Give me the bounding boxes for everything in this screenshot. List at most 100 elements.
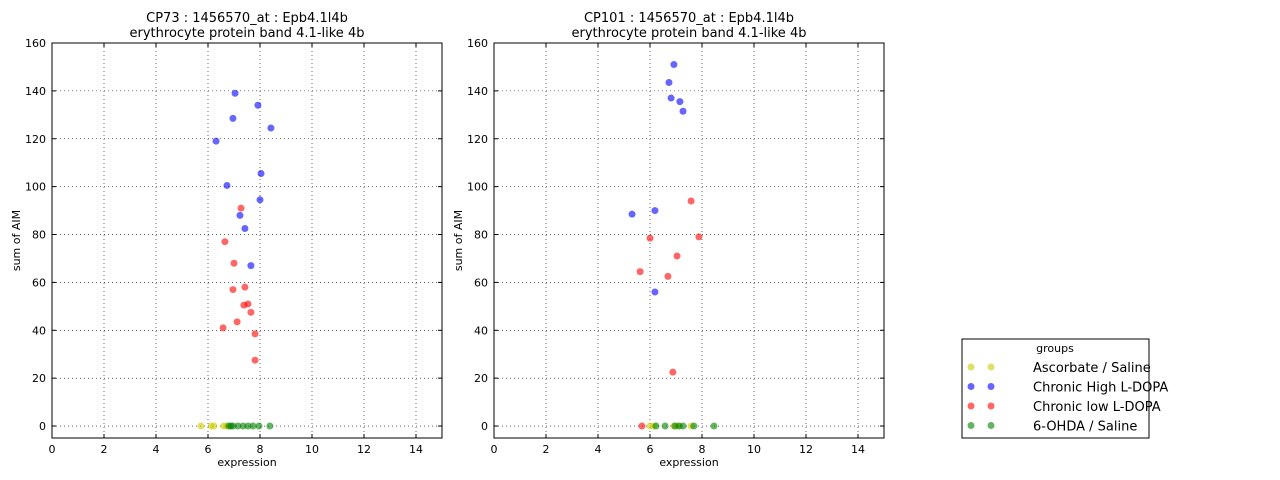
legend-label: Chronic low L-DOPA bbox=[1033, 400, 1161, 415]
y-tick-label: 80 bbox=[474, 229, 488, 242]
legend-title: groups bbox=[1036, 342, 1074, 355]
y-tick-label: 40 bbox=[474, 324, 488, 337]
y-tick-label: 80 bbox=[32, 229, 46, 242]
y-tick-label: 0 bbox=[39, 420, 46, 433]
data-point bbox=[669, 368, 677, 376]
x-tick-label: 2 bbox=[101, 443, 108, 456]
legend-label: Ascorbate / Saline bbox=[1033, 361, 1151, 376]
x-tick-label: 8 bbox=[257, 443, 264, 456]
y-tick-label: 100 bbox=[467, 181, 488, 194]
data-point bbox=[230, 259, 238, 267]
y-tick-label: 0 bbox=[481, 420, 488, 433]
data-point bbox=[229, 286, 237, 294]
y-tick-label: 120 bbox=[25, 133, 46, 146]
data-point bbox=[197, 422, 205, 430]
legend-marker bbox=[987, 383, 995, 390]
data-point bbox=[251, 330, 259, 338]
x-tick-label: 10 bbox=[747, 443, 761, 456]
x-tick-label: 6 bbox=[647, 443, 654, 456]
chart-1: CP73 : 1456570_at : Epb4.1l4berythrocyte… bbox=[10, 11, 443, 469]
legend-entry: Chronic High L-DOPA bbox=[967, 381, 1168, 396]
plot-frame bbox=[51, 42, 443, 439]
data-point bbox=[679, 422, 687, 430]
legend-entry: Chronic low L-DOPA bbox=[967, 400, 1161, 415]
x-tick-label: 12 bbox=[799, 443, 813, 456]
data-point bbox=[229, 422, 237, 430]
x-tick-label: 4 bbox=[153, 443, 160, 456]
data-point bbox=[636, 268, 644, 276]
y-tick-label: 60 bbox=[32, 276, 46, 289]
plot-frame bbox=[493, 42, 885, 439]
data-point bbox=[229, 114, 237, 122]
y-tick-label: 20 bbox=[474, 372, 488, 385]
data-point bbox=[667, 94, 675, 102]
x-tick-label: 6 bbox=[205, 443, 212, 456]
x-tick-label: 8 bbox=[699, 443, 706, 456]
legend-marker bbox=[967, 422, 975, 429]
legend-marker bbox=[967, 383, 975, 390]
data-point bbox=[267, 124, 275, 132]
y-tick-label: 100 bbox=[25, 181, 46, 194]
y-tick-label: 20 bbox=[32, 372, 46, 385]
data-point bbox=[255, 422, 263, 430]
legend: groups Ascorbate / Saline Chronic High L-D… bbox=[961, 338, 1168, 439]
y-axis-label: sum of AIM bbox=[452, 210, 465, 271]
x-tick-label: 4 bbox=[595, 443, 602, 456]
data-point bbox=[210, 422, 218, 430]
data-point bbox=[237, 204, 245, 212]
chart-subtitle: erythrocyte protein band 4.1-like 4b bbox=[572, 26, 807, 41]
data-point bbox=[664, 272, 672, 280]
data-point bbox=[236, 211, 244, 219]
data-point bbox=[223, 181, 231, 189]
data-point bbox=[651, 207, 659, 215]
data-point bbox=[710, 422, 718, 430]
y-axis-label: sum of AIM bbox=[10, 210, 23, 271]
legend-entry: 6-OHDA / Saline bbox=[967, 420, 1137, 435]
legend-label: 6-OHDA / Saline bbox=[1033, 420, 1137, 435]
legend-marker bbox=[967, 363, 975, 371]
data-point bbox=[661, 422, 669, 430]
x-axis-label: expression bbox=[217, 456, 276, 469]
data-point bbox=[679, 107, 687, 115]
data-point bbox=[690, 422, 698, 430]
legend-entry: Ascorbate / Saline bbox=[967, 361, 1151, 376]
data-point bbox=[212, 137, 220, 145]
data-point bbox=[247, 308, 255, 316]
y-tick-label: 40 bbox=[32, 324, 46, 337]
x-tick-label: 2 bbox=[543, 443, 550, 456]
data-point bbox=[221, 238, 229, 246]
data-point bbox=[256, 196, 264, 204]
data-point bbox=[257, 169, 265, 177]
chart-title: CP101 : 1456570_at : Epb4.1l4b bbox=[584, 11, 794, 26]
x-tick-label: 12 bbox=[357, 443, 371, 456]
data-point bbox=[266, 422, 274, 430]
data-point bbox=[673, 252, 681, 260]
data-point bbox=[239, 422, 247, 430]
data-point bbox=[646, 234, 654, 242]
data-point bbox=[241, 283, 249, 291]
data-point bbox=[687, 197, 695, 205]
y-tick-label: 140 bbox=[467, 85, 488, 98]
x-tick-label: 10 bbox=[305, 443, 319, 456]
x-tick-label: 14 bbox=[851, 443, 865, 456]
legend-marker bbox=[987, 402, 995, 410]
data-point bbox=[219, 324, 227, 332]
data-point bbox=[670, 61, 678, 69]
data-point bbox=[254, 101, 262, 109]
legend-marker bbox=[987, 363, 995, 371]
data-point bbox=[233, 318, 241, 326]
data-point bbox=[241, 225, 249, 233]
chart-2: CP101 : 1456570_at : Epb4.1l4berythrocyt… bbox=[452, 11, 885, 469]
x-axis-label: expression bbox=[659, 456, 718, 469]
data-point bbox=[247, 262, 255, 270]
legend-marker bbox=[987, 422, 995, 429]
data-point bbox=[676, 98, 684, 106]
data-point bbox=[234, 422, 242, 430]
x-tick-label: 0 bbox=[491, 443, 498, 456]
chart-subtitle: erythrocyte protein band 4.1-like 4b bbox=[130, 26, 365, 41]
data-point bbox=[231, 89, 239, 97]
legend-label: Chronic High L-DOPA bbox=[1033, 381, 1168, 396]
data-point bbox=[665, 79, 673, 86]
data-point bbox=[638, 422, 646, 430]
